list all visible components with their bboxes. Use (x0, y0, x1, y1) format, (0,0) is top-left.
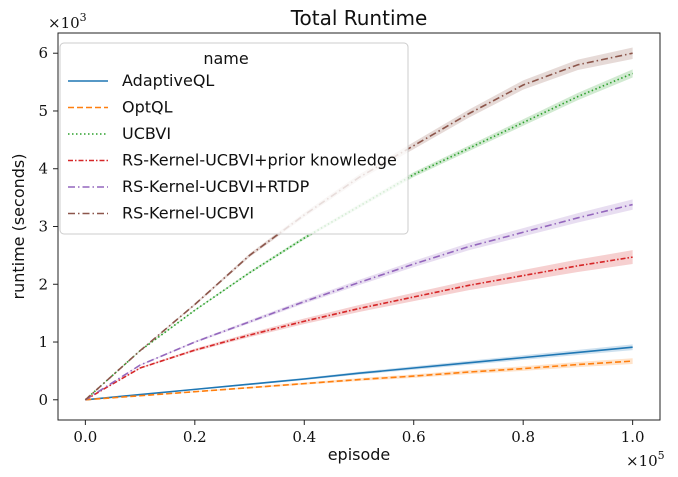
series-band (85, 344, 633, 400)
series-line (84, 256, 633, 401)
legend-entry: AdaptiveQL (122, 71, 214, 90)
legend-title: name (203, 49, 248, 68)
y-axis-multiplier-base: ×10 (48, 14, 80, 32)
y-tick-label: 1 (38, 333, 48, 351)
legend-box (59, 42, 409, 235)
y-axis-label: runtime (seconds) (9, 154, 28, 300)
x-tick-label: 0.0 (73, 428, 97, 446)
x-tick-label: 0.4 (292, 428, 316, 446)
legend-entry: UCBVI (122, 124, 171, 143)
chart-title: Total Runtime (290, 6, 428, 30)
legend-entry: RS-Kernel-UCBVI+prior knowledge (122, 151, 397, 170)
legend-entry: RS-Kernel-UCBVI+RTDP (122, 177, 310, 196)
x-tick-label: 0.2 (183, 428, 207, 446)
x-tick-label: 1.0 (621, 428, 645, 446)
series-band (85, 250, 633, 400)
legend-entry: RS-Kernel-UCBVI (122, 204, 254, 223)
legend: name AdaptiveQL OptQL UCBVI RS-Kernel-UCBVI… (59, 42, 409, 235)
series-band (85, 199, 633, 400)
legend-items: AdaptiveQL OptQL UCBVI RS-Kernel-UCBVI+prio… (68, 71, 397, 223)
x-axis-multiplier: ×105 (626, 449, 665, 470)
series-line (84, 203, 633, 401)
y-tick-label: 0 (38, 391, 48, 409)
y-tick-label: 6 (38, 44, 48, 62)
x-axis-label: episode (328, 445, 391, 464)
x-axis-multiplier-exponent: 5 (658, 449, 665, 462)
y-tick-label: 2 (38, 275, 48, 293)
y-axis-ticks: 0 1 2 3 4 5 6 (38, 44, 58, 409)
y-tick-label: 5 (38, 102, 48, 120)
legend-entry: OptQL (122, 98, 173, 117)
y-tick-label: 4 (38, 160, 48, 178)
x-axis-ticks: 0.0 0.2 0.4 0.6 0.8 1.0 (73, 420, 645, 446)
series-line (85, 346, 633, 401)
series-line (84, 72, 633, 401)
y-axis-multiplier: ×103 (48, 11, 87, 32)
series-line (85, 360, 633, 401)
x-tick-label: 0.6 (402, 428, 426, 446)
y-axis-multiplier-exponent: 3 (80, 11, 87, 24)
x-tick-label: 0.8 (511, 428, 535, 446)
x-axis-multiplier-base: ×10 (626, 452, 658, 470)
y-tick-label: 3 (38, 218, 48, 236)
